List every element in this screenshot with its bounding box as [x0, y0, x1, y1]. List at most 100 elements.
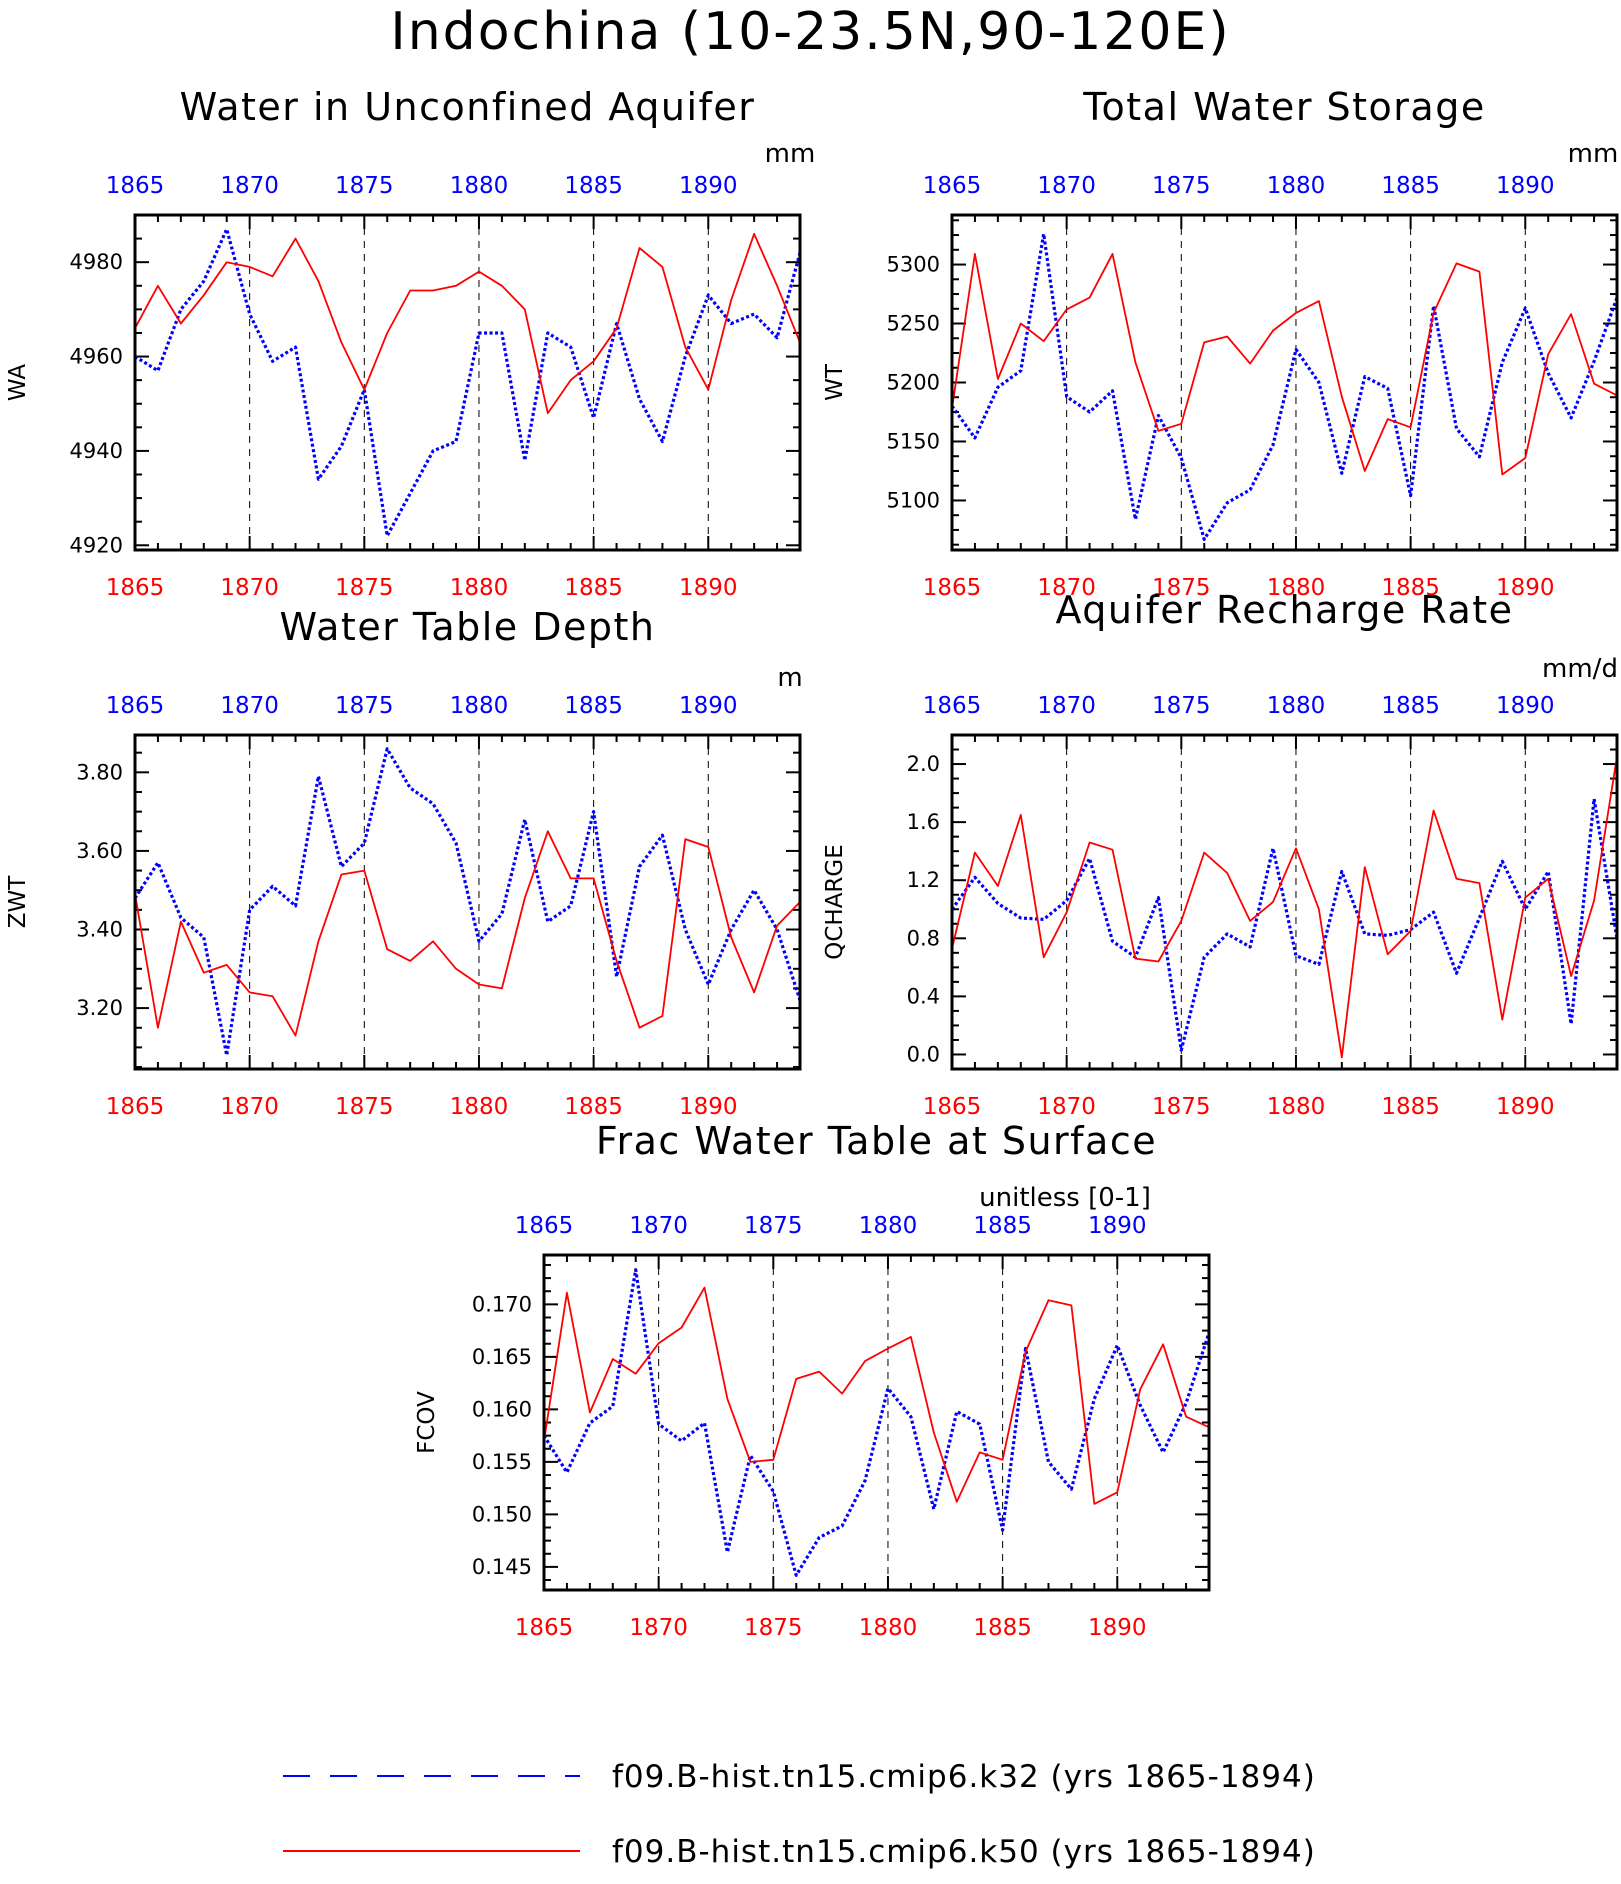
plot-frame — [133, 213, 802, 552]
x-tick-label-bottom: 1875 — [335, 1094, 394, 1120]
x-tick-label-top: 1865 — [923, 693, 982, 719]
legend-label: f09.B-hist.tn15.cmip6.k32 (yrs 1865-1894… — [612, 1759, 1316, 1795]
series-line — [952, 252, 1617, 476]
panel-title: Water Table Depth — [280, 605, 656, 649]
y-tick-label: 5100 — [887, 488, 940, 512]
y-tick-label: 5200 — [887, 371, 940, 395]
x-tick-label-bottom: 1875 — [1152, 575, 1211, 601]
x-tick-label-top: 1880 — [859, 1213, 918, 1239]
x-tick-label-bottom: 1865 — [515, 1615, 574, 1641]
y-tick-label: 0.165 — [472, 1345, 532, 1369]
x-tick-label-bottom: 1885 — [564, 1094, 623, 1120]
x-tick-label-bottom: 1870 — [629, 1615, 688, 1641]
y-axis-label: WT — [822, 363, 848, 401]
x-tick-label-bottom: 1885 — [1381, 575, 1440, 601]
series-line — [952, 756, 1617, 1059]
y-tick-label: 0.155 — [472, 1450, 532, 1474]
series-line — [544, 1286, 1209, 1505]
x-tick-label-top: 1875 — [1152, 693, 1211, 719]
x-tick-label-top: 1885 — [973, 1213, 1032, 1239]
y-tick-label: 3.60 — [76, 839, 123, 863]
units-label: mm — [765, 139, 816, 169]
x-tick-label-top: 1885 — [564, 693, 623, 719]
x-tick-label-top: 1875 — [335, 693, 394, 719]
x-tick-label-bottom: 1865 — [923, 575, 982, 601]
y-tick-label: 0.145 — [472, 1555, 532, 1579]
x-tick-label-bottom: 1870 — [1037, 575, 1096, 601]
x-tick-label-top: 1885 — [1381, 173, 1440, 199]
chart-panel: Water in Unconfined Aquifer mm WA 4920 4940 4… — [5, 85, 815, 601]
figure-title: Indochina (10-23.5N,90-120E) — [390, 2, 1231, 62]
chart-panels: Water in Unconfined Aquifer mm WA 4920 4940 4… — [5, 85, 1619, 1641]
x-tick-label-bottom: 1875 — [1152, 1094, 1211, 1120]
x-tick-label-top: 1890 — [1496, 173, 1555, 199]
x-tick-label-top: 1875 — [1152, 173, 1211, 199]
series-line — [135, 830, 800, 1037]
x-tick-label-top: 1865 — [106, 173, 165, 199]
chart-panel: Water Table Depth m ZWT 3.20 3.40 3.60 3.80 186… — [5, 605, 803, 1120]
x-tick-label-bottom: 1880 — [1267, 1094, 1326, 1120]
x-tick-label-top: 1865 — [923, 173, 982, 199]
x-tick-label-top: 1870 — [220, 693, 279, 719]
chart-panel: Total Water Storage mm WT 5100 5150 5200 5250 5… — [822, 85, 1619, 601]
x-tick-label-top: 1870 — [220, 173, 279, 199]
x-tick-label-top: 1870 — [1037, 173, 1096, 199]
x-tick-label-bottom: 1875 — [744, 1615, 803, 1641]
y-axis-label: ZWT — [5, 875, 31, 928]
x-tick-label-bottom: 1880 — [859, 1615, 918, 1641]
x-tick-label-top: 1885 — [1381, 693, 1440, 719]
units-label: mm — [1568, 139, 1619, 169]
y-tick-label: 0.150 — [472, 1502, 532, 1526]
y-tick-label: 4980 — [70, 250, 123, 274]
y-tick-label: 0.170 — [472, 1292, 532, 1316]
y-axis-label: FCOV — [414, 1391, 440, 1454]
y-tick-label: 5150 — [887, 429, 940, 453]
x-tick-label-top: 1870 — [1037, 693, 1096, 719]
x-tick-label-bottom: 1875 — [335, 575, 394, 601]
x-tick-label-bottom: 1870 — [220, 1094, 279, 1120]
y-tick-label: 3.20 — [76, 996, 123, 1020]
legend-label: f09.B-hist.tn15.cmip6.k50 (yrs 1865-1894… — [612, 1834, 1316, 1870]
x-tick-label-bottom: 1880 — [450, 575, 509, 601]
y-tick-label: 0.8 — [907, 926, 940, 950]
y-tick-label: 5300 — [887, 253, 940, 277]
x-tick-label-bottom: 1870 — [220, 575, 279, 601]
y-tick-label: 1.6 — [907, 810, 940, 834]
units-label: m — [777, 663, 802, 693]
x-tick-label-top: 1890 — [1088, 1213, 1147, 1239]
x-tick-label-bottom: 1885 — [1381, 1094, 1440, 1120]
x-tick-label-top: 1865 — [515, 1213, 574, 1239]
x-tick-label-bottom: 1885 — [564, 575, 623, 601]
x-tick-label-bottom: 1880 — [450, 1094, 509, 1120]
series-line — [544, 1268, 1209, 1577]
panel-title: Aquifer Recharge Rate — [1055, 588, 1513, 632]
series-line — [135, 227, 800, 538]
x-tick-label-top: 1890 — [679, 173, 738, 199]
x-tick-label-bottom: 1890 — [679, 1094, 738, 1120]
y-tick-label: 3.80 — [76, 760, 123, 784]
chart-panel: Frac Water Table at Surface unitless [0-1… — [414, 1119, 1211, 1641]
x-tick-label-top: 1875 — [335, 173, 394, 199]
x-tick-label-top: 1880 — [450, 173, 509, 199]
y-tick-label: 3.40 — [76, 918, 123, 942]
x-tick-label-bottom: 1880 — [1267, 575, 1326, 601]
y-tick-label: 4920 — [70, 533, 123, 557]
x-tick-label-bottom: 1865 — [106, 575, 165, 601]
panel-title: Frac Water Table at Surface — [596, 1119, 1157, 1163]
y-tick-label: 4940 — [70, 439, 123, 463]
x-tick-label-bottom: 1865 — [106, 1094, 165, 1120]
plot-frame — [950, 733, 1619, 1071]
x-tick-label-bottom: 1890 — [1496, 1094, 1555, 1120]
plot-frame — [950, 213, 1619, 552]
series-line — [952, 232, 1617, 542]
x-tick-label-top: 1890 — [679, 693, 738, 719]
x-tick-label-top: 1875 — [744, 1213, 803, 1239]
x-tick-label-top: 1865 — [106, 693, 165, 719]
x-tick-label-bottom: 1890 — [1496, 575, 1555, 601]
x-tick-label-top: 1870 — [629, 1213, 688, 1239]
units-label: mm/d — [1542, 654, 1618, 684]
x-tick-label-top: 1890 — [1496, 693, 1555, 719]
y-tick-label: 0.0 — [907, 1042, 940, 1066]
panel-title: Water in Unconfined Aquifer — [180, 85, 756, 129]
series-line — [135, 747, 800, 1057]
